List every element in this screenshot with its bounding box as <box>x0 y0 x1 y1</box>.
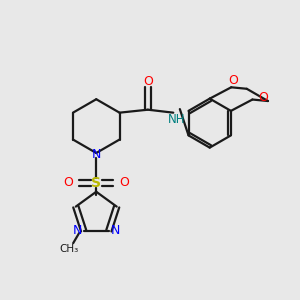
Text: N: N <box>111 224 120 237</box>
Text: NH: NH <box>168 113 186 126</box>
Text: S: S <box>91 176 101 190</box>
Text: CH₃: CH₃ <box>59 244 78 254</box>
Text: O: O <box>258 91 268 103</box>
Text: N: N <box>92 148 101 161</box>
Text: O: O <box>228 74 238 87</box>
Text: O: O <box>119 176 129 189</box>
Text: N: N <box>72 224 82 237</box>
Text: O: O <box>63 176 73 189</box>
Text: O: O <box>143 75 153 88</box>
